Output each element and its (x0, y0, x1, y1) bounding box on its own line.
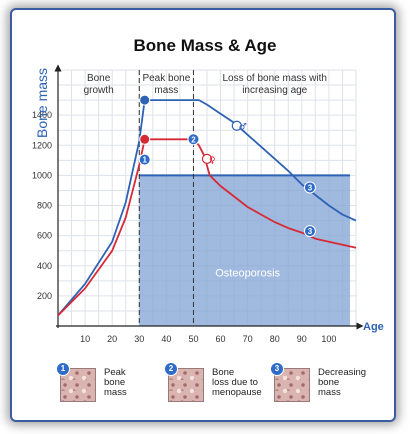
marker-badge (187, 133, 200, 146)
y-tick-label: 1000 (32, 170, 52, 180)
chart-axes (54, 64, 364, 330)
x-tick-label: 60 (216, 334, 226, 344)
y-tick-label: 1200 (32, 140, 52, 150)
phase-label-line: mass (154, 85, 178, 96)
phase-label-line: Bone (87, 73, 111, 84)
phase-label-line: Loss of bone mass with (222, 73, 327, 84)
x-tick-label: 80 (270, 334, 280, 344)
y-axis-label: Bone mass (34, 68, 50, 138)
marker-badge (303, 181, 316, 194)
phase-dividers (138, 70, 194, 326)
peak-dot (139, 133, 151, 145)
osteoporosis-region: Osteoporosis (139, 174, 350, 326)
x-axis-label: Age (363, 321, 384, 333)
series-line (57, 99, 357, 317)
y-tick-label: 600 (37, 231, 52, 241)
marker-number: 3 (308, 183, 313, 192)
phase-label: Bone growth (84, 73, 114, 96)
x-tick-label: 100 (321, 334, 336, 344)
legend-label: Bone loss due to menopause (212, 367, 262, 398)
x-tick-label: 40 (161, 334, 171, 344)
series-symbol-circle (201, 153, 213, 164)
x-tick-label: 50 (188, 334, 198, 344)
legend-number-badge: 3 (270, 362, 284, 376)
x-tick-label: 70 (243, 334, 253, 344)
legend-number-badge: 1 (56, 362, 70, 376)
y-tick-label: 400 (37, 261, 52, 271)
legend: 1 Peak bone mass 2 Bone loss due to menopau… (56, 362, 366, 406)
bone-texture-swatch (168, 368, 204, 402)
phase-label-line: growth (84, 85, 114, 96)
osteoporosis-area (139, 175, 350, 326)
y-tick-label: 800 (37, 201, 52, 211)
marker-badge (138, 153, 151, 166)
series-symbol-circle (231, 120, 242, 131)
y-tick-label: 200 (37, 291, 52, 301)
marker-number: 1 (142, 156, 147, 165)
phase-labels: Bone growth Peak bone mass Loss of bone mass… (84, 73, 327, 96)
phase-label: Loss of bone mass with increasing age (222, 73, 327, 96)
chart-markers: ♂ ♀ 1 2 3 3 (138, 94, 316, 238)
x-tick-label: 20 (107, 334, 117, 344)
series-symbol: ♀ (209, 156, 216, 166)
marker-number: 3 (308, 227, 313, 236)
phase-label: Peak bone mass (142, 73, 190, 96)
legend-label: Decreasing bone mass (318, 367, 367, 398)
series-symbol: ♂ (239, 123, 247, 133)
chart-title: Bone Mass & Age (134, 36, 277, 55)
phase-label-line: increasing age (242, 85, 307, 96)
x-tick-label: 30 (134, 334, 144, 344)
x-tick-label: 10 (80, 334, 90, 344)
marker-number: 2 (191, 135, 196, 144)
legend-number-badge: 2 (164, 362, 178, 376)
osteoporosis-label: Osteoporosis (215, 267, 280, 279)
marker-badge (303, 225, 316, 238)
tick-labels: 10 20 30 40 50 60 70 80 90 100 200 400 600 800 1000 120… (32, 110, 336, 344)
y-tick-label: 1400 (32, 110, 52, 120)
x-tick-label: 90 (297, 334, 307, 344)
peak-dot (139, 94, 151, 106)
legend-label: Peak bone mass (104, 367, 127, 398)
phase-label-line: Peak bone (142, 73, 190, 84)
